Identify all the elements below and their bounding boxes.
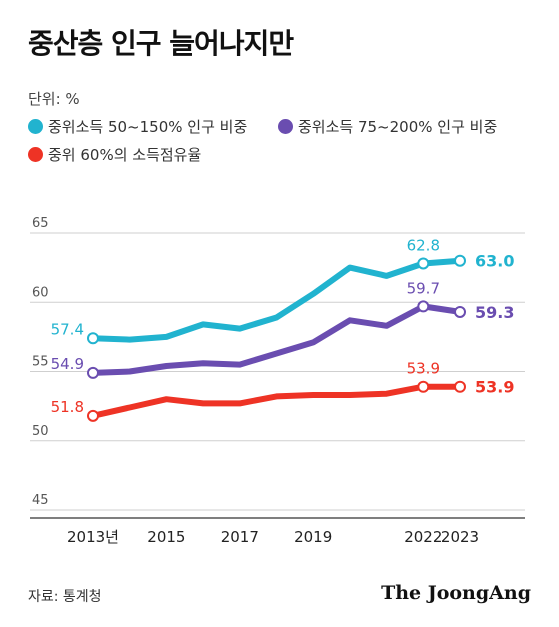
legend-dot-icon (28, 147, 43, 162)
data-label: 53.9 (475, 378, 514, 397)
x-tick-label: 2017 (221, 528, 259, 546)
y-tick-label: 55 (32, 355, 49, 370)
data-label: 59.7 (407, 279, 440, 297)
series-line (90, 303, 463, 376)
data-label: 57.4 (51, 320, 84, 338)
data-point (417, 257, 430, 270)
series-line (90, 257, 463, 343)
data-point (454, 380, 466, 393)
data-point (454, 305, 466, 318)
x-tick-label: 2022 (404, 528, 442, 546)
y-tick-label: 45 (32, 493, 49, 508)
legend-label: 중위 60%의 소득점유율 (48, 146, 202, 164)
legend-label: 중위소득 75~200% 인구 비중 (298, 118, 498, 136)
x-tick-label: 2015 (147, 528, 185, 546)
series-line (90, 383, 463, 419)
x-tick-label: 2013년 (67, 528, 119, 546)
data-point (87, 409, 99, 422)
x-tick-label: 2019 (294, 528, 332, 546)
data-label: 63.0 (475, 252, 514, 271)
brand-logo: The JoongAng (381, 582, 531, 604)
unit-label: 단위: % (28, 90, 80, 108)
data-point (454, 254, 466, 267)
data-point (87, 366, 99, 379)
data-point (87, 332, 99, 345)
y-tick-label: 50 (32, 424, 49, 439)
legend-item-income-share: 중위 60%의 소득점유율 (28, 144, 201, 165)
x-tick-label: 2023 (441, 528, 479, 546)
data-point (417, 300, 430, 313)
data-label: 53.9 (407, 360, 440, 378)
y-tick-label: 65 (32, 216, 49, 231)
legend-label: 중위소득 50~150% 인구 비중 (48, 118, 248, 136)
data-label: 54.9 (51, 355, 84, 373)
data-label: 62.8 (407, 236, 440, 254)
legend-item-middle-50-150: 중위소득 50~150% 인구 비중 (28, 116, 247, 137)
data-label: 59.3 (475, 303, 514, 322)
legend-dot-icon (28, 119, 43, 134)
source-note: 자료: 통계청 (28, 589, 102, 605)
page-title: 중산층 인구 늘어나지만 (28, 27, 294, 60)
data-label: 51.8 (51, 398, 84, 416)
data-point (417, 380, 430, 393)
legend-item-middle-75-200: 중위소득 75~200% 인구 비중 (278, 116, 497, 137)
y-tick-label: 60 (32, 285, 49, 300)
legend-dot-icon (278, 119, 293, 134)
